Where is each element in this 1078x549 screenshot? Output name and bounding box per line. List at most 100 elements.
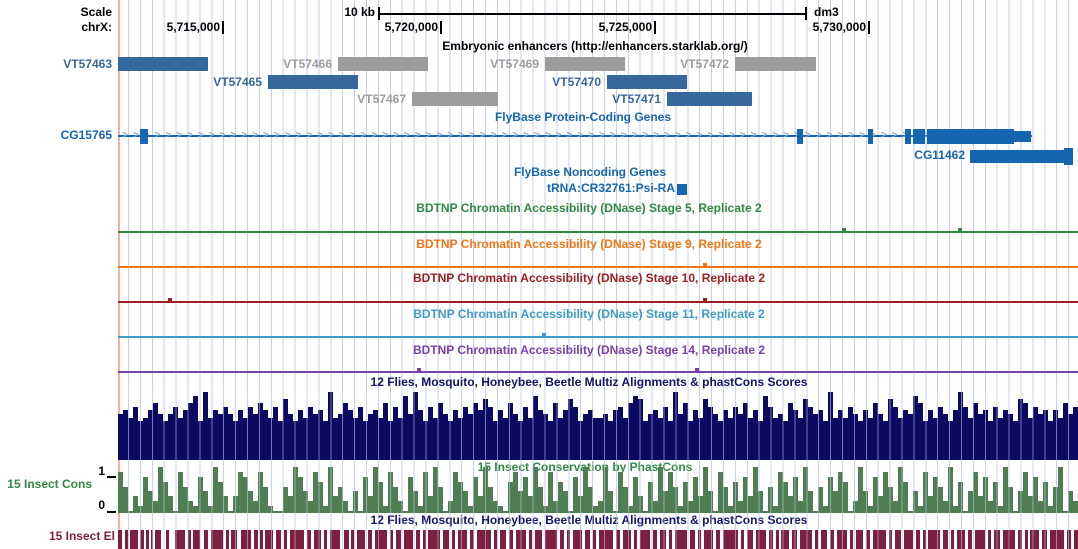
track-title-bdtnp-0[interactable]: BDTNP Chromatin Accessibility (DNase) St…: [416, 201, 762, 215]
conserved-element-block: [747, 530, 753, 549]
conserved-element-block: [423, 530, 426, 549]
track-title-embryonic-enhancers[interactable]: Embryonic enhancers (http://enhancers.st…: [442, 39, 748, 53]
signal-column: [353, 491, 358, 513]
track-title-flybase-noncoding[interactable]: FlyBase Noncoding Genes: [513, 165, 667, 179]
enhancer-box-vt57469[interactable]: [545, 57, 625, 71]
conserved-element-block: [1067, 530, 1071, 549]
signal-column: [608, 491, 613, 513]
conserved-element-block: [776, 530, 779, 549]
conserved-element-block: [290, 530, 304, 549]
conserved-element-block: [830, 530, 834, 549]
conserved-element-block: [889, 530, 892, 549]
track-left-label-insect-cons[interactable]: 15 Insect Cons: [7, 477, 92, 491]
track-title-bdtnp-4[interactable]: BDTNP Chromatin Accessibility (DNase) St…: [412, 343, 766, 357]
axis-label-zero: 0: [98, 498, 105, 512]
conserved-element-block: [616, 530, 620, 549]
enhancer-box-vt57463[interactable]: [118, 57, 208, 71]
conserved-element-block: [704, 530, 713, 549]
conserved-element-block: [494, 530, 497, 549]
conserved-element-block: [344, 530, 349, 549]
conserved-element-block: [895, 530, 901, 549]
track-title-multiz-top[interactable]: 12 Flies, Mosquito, Honeybee, Beetle Mul…: [370, 375, 808, 389]
conserved-element-block: [821, 530, 827, 549]
signal-column: [438, 487, 443, 513]
conserved-element-block: [260, 530, 263, 549]
gene-label-cg15765[interactable]: CG15765: [60, 128, 112, 142]
conserved-element-block: [416, 530, 420, 549]
conserved-element-block: [1018, 530, 1022, 549]
conserved-element-block: [640, 530, 650, 549]
track-title-flybase-coding[interactable]: FlyBase Protein-Coding Genes: [494, 110, 672, 124]
conserved-element-block: [623, 530, 631, 549]
bdtnp-signal-bump: [168, 298, 172, 301]
conserved-element-block: [404, 530, 413, 549]
enhancer-label: VT57469: [490, 57, 539, 71]
gene-exon: [1014, 131, 1031, 142]
enhancer-label: VT57470: [552, 75, 601, 89]
conserved-element-block: [1050, 530, 1064, 549]
trna-gene-box[interactable]: [677, 184, 687, 195]
signal-column: [123, 487, 128, 513]
phastcons-wiggle-plot[interactable]: [118, 467, 1078, 513]
conserved-element-block: [140, 530, 144, 549]
signal-column: [563, 491, 568, 513]
track-title-bdtnp-1[interactable]: BDTNP Chromatin Accessibility (DNase) St…: [416, 237, 762, 251]
conserved-element-block: [866, 530, 870, 549]
bdtnp-baseline: [118, 371, 1078, 373]
axis-tick-one: [107, 476, 116, 478]
conserved-element-block: [516, 530, 526, 549]
bdtnp-signal-bump: [542, 333, 546, 336]
enhancer-box-vt57465[interactable]: [268, 75, 358, 89]
signal-column: [118, 414, 123, 460]
coordinate-tick: [868, 21, 870, 34]
enhancer-box-vt57470[interactable]: [607, 75, 687, 89]
gene-exon: [140, 129, 148, 144]
scale-ruler-bar: [378, 13, 807, 15]
coordinate-label: 5,720,000: [384, 20, 438, 34]
conserved-element-block: [975, 530, 985, 549]
track-title-bdtnp-2[interactable]: BDTNP Chromatin Accessibility (DNase) St…: [412, 271, 766, 285]
conserved-element-block: [188, 530, 191, 549]
conserved-element-block: [994, 530, 1000, 549]
conserved-element-block: [204, 530, 208, 549]
conserved-element-block: [756, 530, 766, 549]
conserved-element-block: [175, 530, 185, 549]
bdtnp-signal-bump: [417, 368, 421, 371]
enhancer-label: VT57471: [612, 92, 661, 106]
conserved-element-block: [241, 530, 251, 549]
track-left-label-insect-el[interactable]: 15 Insect El: [48, 529, 115, 543]
signal-column: [958, 482, 963, 513]
insect-conserved-elements-plot[interactable]: [118, 530, 1078, 549]
signal-column: [123, 410, 128, 460]
enhancer-label: VT57463: [63, 57, 112, 71]
coordinate-label: 5,730,000: [812, 20, 866, 34]
track-title-bdtnp-3[interactable]: BDTNP Chromatin Accessibility (DNase) St…: [413, 307, 765, 321]
multiz-density-plot[interactable]: [118, 392, 1078, 460]
gene-exon: [797, 129, 803, 144]
conserved-element-block: [968, 530, 972, 549]
gene-label-cg11462[interactable]: CG11462: [914, 148, 965, 162]
enhancer-box-vt57471[interactable]: [667, 92, 752, 106]
enhancer-box-vt57467[interactable]: [412, 92, 498, 106]
conserved-element-block: [477, 530, 491, 549]
enhancer-label: VT57465: [213, 75, 262, 89]
gene-direction-arrows: >>>>>>>>>>>>>>>>>>>>>>>>>>>>>>>>>>>>>>>>…: [122, 130, 1026, 141]
conserved-element-block: [815, 530, 818, 549]
enhancer-box-vt57472[interactable]: [735, 57, 816, 71]
gene-exon: [868, 129, 873, 144]
conserved-element-block: [535, 530, 542, 549]
noncoding-item-label[interactable]: tRNA:CR32761:Psi-RA: [546, 181, 675, 195]
conserved-element-block: [231, 530, 237, 549]
conserved-element-block: [351, 530, 354, 549]
conserved-element-block: [653, 530, 657, 549]
bdtnp-signal-bump: [842, 228, 846, 231]
conserved-element-block: [669, 530, 672, 549]
conserved-element-block: [368, 530, 372, 549]
enhancer-box-vt57466[interactable]: [338, 57, 428, 71]
conserved-element-block: [226, 530, 229, 549]
conserved-element-block: [1042, 530, 1047, 549]
bdtnp-baseline: [118, 336, 1078, 338]
track-title-multiz-bottom[interactable]: 12 Flies, Mosquito, Honeybee, Beetle Mul…: [370, 513, 808, 527]
gene-exon-block: [970, 150, 1072, 163]
